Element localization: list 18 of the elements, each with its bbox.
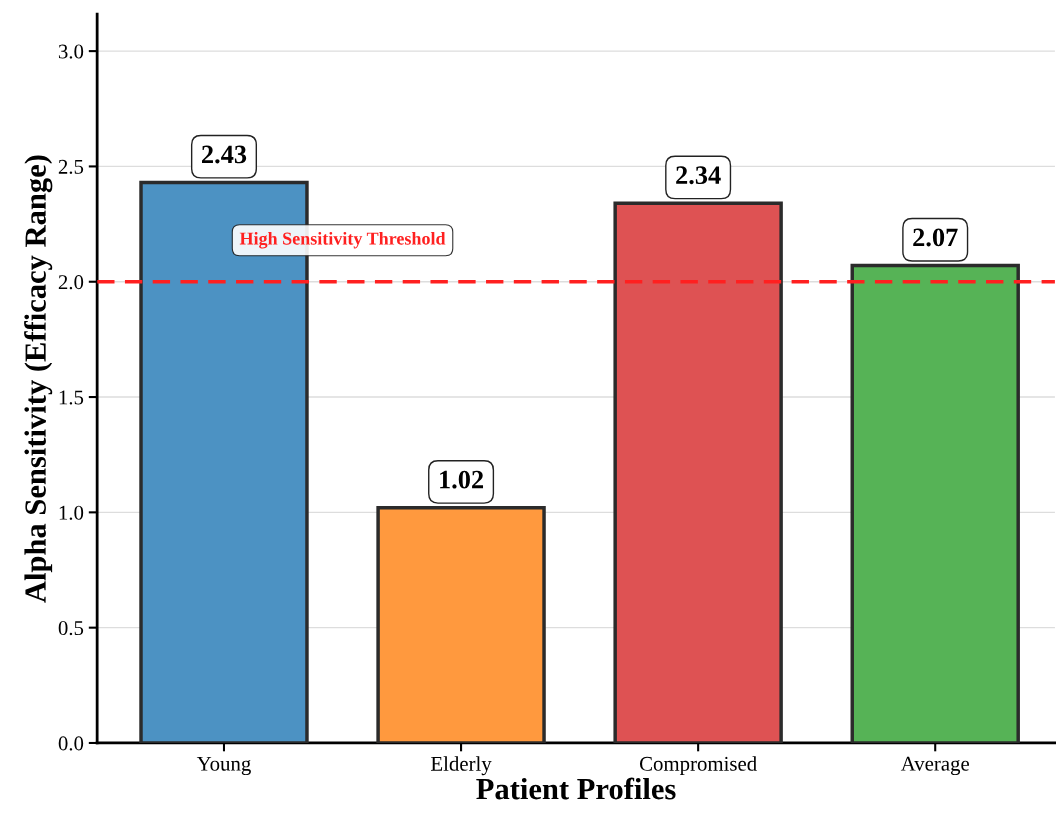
x-tick-label: Compromised	[639, 756, 757, 776]
y-tick-label: 1.0	[59, 505, 84, 520]
x-axis-title: Patient Profiles	[476, 777, 676, 800]
x-tick-label: Elderly	[431, 756, 492, 776]
ref-line-label: High Sensitivity Threshold	[239, 231, 446, 249]
y-tick-label: 0.5	[58, 621, 84, 636]
data-label: 2.43	[202, 145, 247, 164]
y-tick-label: 2.5	[58, 159, 84, 174]
y-tick-label: 2.0	[58, 275, 84, 290]
y-axis-title: Alpha Sensitivity (Efficacy Range)	[24, 155, 53, 603]
y-tick-label: 0.0	[58, 736, 84, 751]
data-label: 2.07	[913, 228, 958, 247]
x-tick-label: Young	[196, 756, 251, 776]
data-label: 1.02	[440, 470, 484, 489]
y-tick-label: 1.5	[59, 390, 84, 405]
data-label: 2.34	[676, 166, 721, 185]
x-tick-label: Average	[900, 756, 970, 776]
y-tick-label: 3.0	[58, 44, 84, 59]
